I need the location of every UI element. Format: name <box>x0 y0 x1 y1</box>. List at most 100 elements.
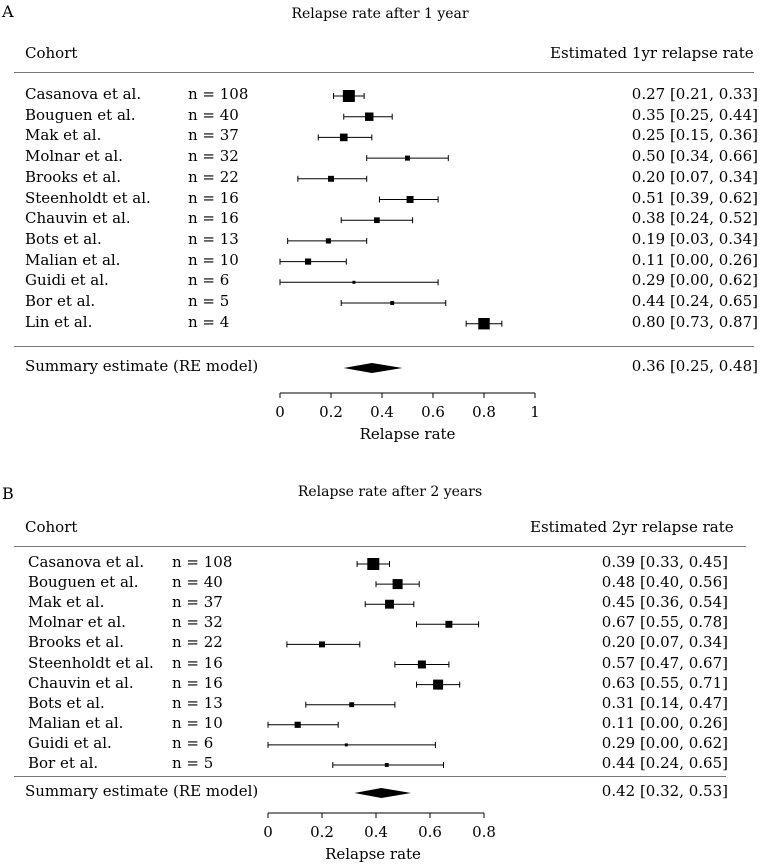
sample-size: n = 16 <box>172 673 223 692</box>
table-row: Brooks et al. n = 22 0.20 [0.07, 0.34] <box>0 168 768 189</box>
summary-diamond <box>343 363 403 373</box>
study-mark <box>267 721 339 728</box>
summary-row: Summary estimate (RE model) 0.42 [0.32, … <box>0 782 768 803</box>
table-row: Molnar et al. n = 32 0.67 [0.55, 0.78] <box>0 613 768 634</box>
study-mark <box>394 660 450 669</box>
sample-size: n = 5 <box>188 292 230 310</box>
header-divider <box>14 72 754 73</box>
table-row: Bor et al. n = 5 0.44 [0.24, 0.65] <box>0 292 768 313</box>
estimate-ci-text: 0.35 [0.25, 0.44] <box>631 105 758 124</box>
study-mark <box>340 300 447 306</box>
sample-size: n = 108 <box>188 85 249 103</box>
point-estimate-square <box>352 280 356 284</box>
table-row: Steenholdt et al. n = 16 0.57 [0.47, 0.67] <box>0 654 768 675</box>
cohort-name: Brooks et al. <box>25 167 121 186</box>
table-row: Chauvin et al. n = 16 0.38 [0.24, 0.52] <box>0 209 768 230</box>
point-estimate-square <box>390 301 395 305</box>
study-mark <box>364 599 415 609</box>
point-estimate-square <box>365 112 374 121</box>
sample-size: n = 37 <box>172 593 223 612</box>
sample-size: n = 16 <box>188 209 239 228</box>
study-mark <box>287 237 368 244</box>
estimate-column-header: Estimated 1yr relapse rate <box>550 44 754 62</box>
sample-size: n = 32 <box>172 613 223 632</box>
sample-size: n = 108 <box>172 553 233 571</box>
forest-plot-a-graphics: 0 0.2 0.4 0.6 0.8 1 Relapse rate <box>275 90 540 443</box>
estimate-ci-text: 0.63 [0.55, 0.71] <box>601 673 728 692</box>
table-row: Bor et al. n = 5 0.44 [0.24, 0.65] <box>0 754 768 775</box>
cohort-name: Bots et al. <box>28 693 105 712</box>
x-tick-label: 0.6 <box>418 823 442 841</box>
point-estimate-square <box>445 620 453 628</box>
point-estimate-square <box>328 175 334 182</box>
estimate-ci-text: 0.44 [0.24, 0.65] <box>601 754 728 772</box>
chart-title: Relapse rate after 2 years <box>297 484 483 500</box>
sample-size: n = 37 <box>188 126 239 145</box>
point-estimate-square <box>367 558 380 570</box>
x-tick-label: 0 <box>275 403 285 421</box>
point-estimate-square <box>339 133 348 142</box>
estimate-ci-text: 0.38 [0.24, 0.52] <box>631 209 758 228</box>
study-mark <box>366 155 449 162</box>
table-row: Casanova et al. n = 108 0.27 [0.21, 0.33] <box>0 85 768 106</box>
x-axis-label: Relapse rate <box>360 425 456 443</box>
x-tick-label: 0.4 <box>364 823 388 841</box>
table-row: Molnar et al. n = 32 0.50 [0.34, 0.66] <box>0 147 768 168</box>
study-mark <box>333 90 365 102</box>
forest-plot-panel-b: B Relapse rate after 2 years Cohort Esti… <box>0 480 768 868</box>
study-mark <box>356 558 390 570</box>
cohort-name: Lin et al. <box>25 312 93 331</box>
x-tick-label: 0.2 <box>319 403 343 421</box>
study-mark <box>317 133 373 142</box>
study-mark <box>416 620 480 628</box>
study-mark <box>378 196 439 203</box>
study-mark <box>305 701 396 708</box>
sample-size: n = 16 <box>172 653 223 672</box>
point-estimate-square <box>433 679 444 690</box>
cohort-name: Guidi et al. <box>25 271 109 290</box>
table-row: Casanova et al. n = 108 0.39 [0.33, 0.45] <box>0 553 768 574</box>
sample-size: n = 6 <box>172 733 214 752</box>
point-estimate-square <box>405 155 410 161</box>
estimate-ci-text: 0.19 [0.03, 0.34] <box>631 229 758 248</box>
estimate-column-header: Estimated 2yr relapse rate <box>530 518 734 536</box>
table-row: Mak et al. n = 37 0.45 [0.36, 0.54] <box>0 593 768 614</box>
cohort-name: Malian et al. <box>28 713 124 732</box>
cohort-name: Bor et al. <box>25 292 96 310</box>
table-row: Guidi et al. n = 6 0.29 [0.00, 0.62] <box>0 734 768 755</box>
table-row: Malian et al. n = 10 0.11 [0.00, 0.26] <box>0 714 768 735</box>
point-estimate-square <box>325 238 332 244</box>
cohort-name: Casanova et al. <box>28 553 145 571</box>
estimate-ci-text: 0.44 [0.24, 0.65] <box>631 292 758 310</box>
x-tick-label: 0 <box>263 823 273 841</box>
table-row: Lin et al. n = 4 0.80 [0.73, 0.87] <box>0 313 768 334</box>
table-row: Chauvin et al. n = 16 0.63 [0.55, 0.71] <box>0 674 768 695</box>
x-tick-label: 0.6 <box>421 403 445 421</box>
study-mark <box>343 112 393 121</box>
x-tick-label: 0.2 <box>310 823 334 841</box>
cohort-name: Steenholdt et al. <box>25 188 151 207</box>
cohort-name: Chauvin et al. <box>28 673 134 692</box>
x-tick-label: 0.8 <box>472 403 496 421</box>
sample-size: n = 13 <box>172 693 223 712</box>
cohort-name: Steenholdt et al. <box>28 653 154 672</box>
chart-title: Relapse rate after 1 year <box>291 6 469 22</box>
cohort-name: Bouguen et al. <box>28 573 139 592</box>
point-estimate-square <box>385 599 394 609</box>
study-mark <box>416 679 461 690</box>
point-estimate-square <box>319 641 325 648</box>
estimate-ci-text: 0.25 [0.15, 0.36] <box>631 126 758 145</box>
cohort-name: Malian et al. <box>25 250 121 269</box>
table-row: Guidi et al. n = 6 0.29 [0.00, 0.62] <box>0 271 768 292</box>
point-estimate-square <box>304 258 312 265</box>
point-estimate-square <box>392 579 403 590</box>
cohort-column-header: Cohort <box>25 518 78 536</box>
panel-label: A <box>2 2 14 21</box>
point-estimate-square <box>342 90 355 102</box>
cohort-column-header: Cohort <box>25 44 78 62</box>
sample-size: n = 6 <box>188 271 230 290</box>
x-tick-label: 0.4 <box>370 403 394 421</box>
summary-ci-text: 0.42 [0.32, 0.53] <box>601 782 728 800</box>
estimate-ci-text: 0.27 [0.21, 0.33] <box>631 85 758 103</box>
table-row: Steenholdt et al. n = 16 0.51 [0.39, 0.62] <box>0 189 768 210</box>
